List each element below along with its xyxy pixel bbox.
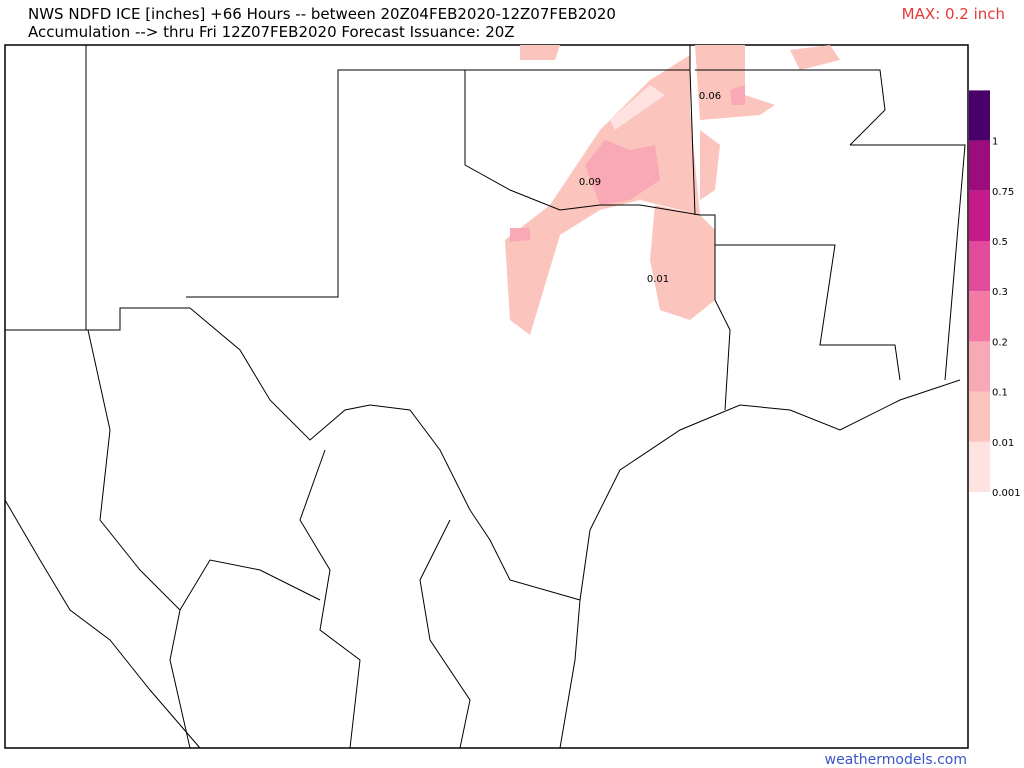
legend-label: 0.75	[992, 187, 1014, 198]
legend-swatch	[969, 190, 990, 241]
legend-swatch	[969, 140, 990, 191]
map-label: 0.01	[647, 274, 669, 285]
legend-label: 0.5	[992, 237, 1008, 248]
legend-swatch	[969, 241, 990, 292]
legend-label: 0.001	[992, 488, 1021, 499]
legend-label: 0.2	[992, 337, 1008, 348]
legend-swatch	[969, 291, 990, 342]
map-label: 0.06	[699, 91, 721, 102]
legend-swatch	[969, 441, 990, 492]
legend: 0.001 0.01 0.1 0.2 0.3 0.5 0.75 1	[969, 90, 1021, 499]
legend-label: 0.01	[992, 438, 1014, 449]
map	[4, 44, 969, 749]
legend-swatch	[969, 391, 990, 442]
legend-label: 1	[992, 137, 998, 148]
legend-swatch	[969, 341, 990, 392]
map-label: 0.09	[579, 177, 601, 188]
subtitle: Accumulation --> thru Fri 12Z07FEB2020 F…	[28, 23, 515, 41]
legend-swatch	[969, 90, 990, 141]
legend-label: 0.1	[992, 388, 1008, 399]
title: NWS NDFD ICE [inches] +66 Hours -- betwe…	[28, 5, 616, 23]
max-label: MAX: 0.2 inch	[902, 5, 1005, 23]
legend-label: 0.3	[992, 287, 1008, 298]
footer: weathermodels.com	[825, 752, 967, 768]
